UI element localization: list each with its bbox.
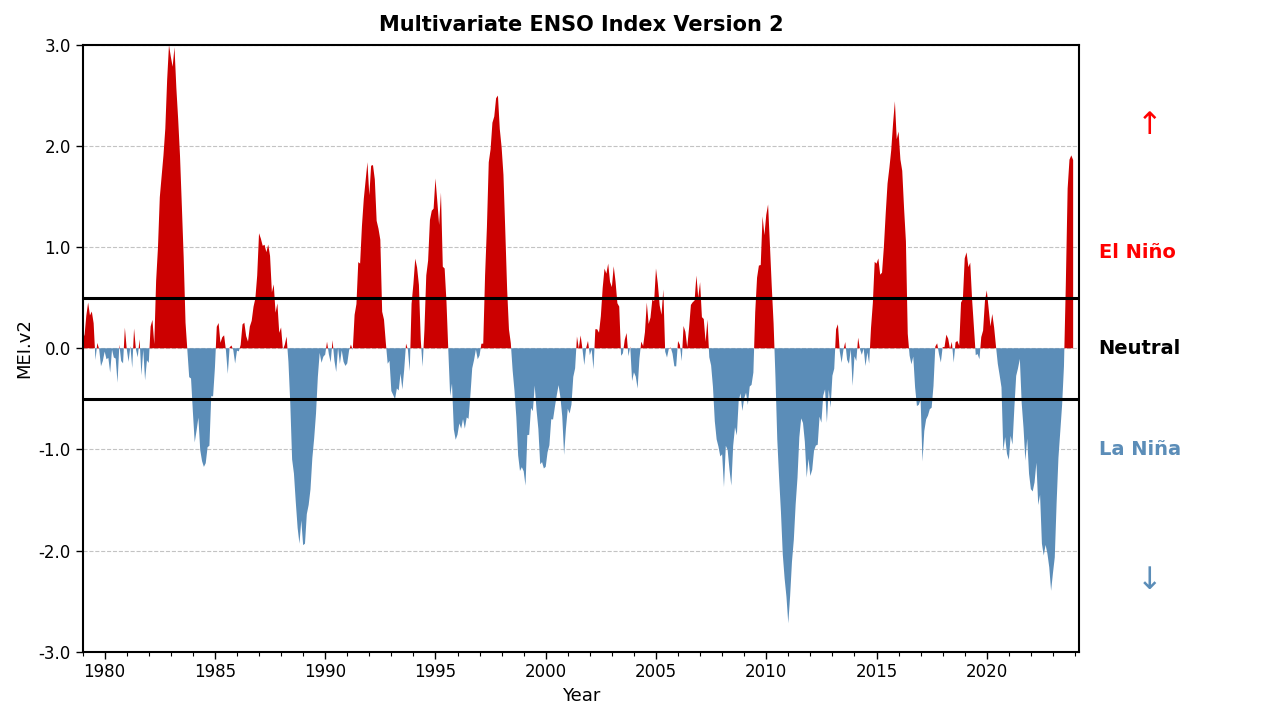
X-axis label: Year: Year: [562, 687, 600, 705]
Text: El Niño: El Niño: [1098, 243, 1175, 261]
Text: La Niña: La Niña: [1098, 440, 1180, 459]
Title: Multivariate ENSO Index Version 2: Multivariate ENSO Index Version 2: [379, 15, 783, 35]
Text: Neutral: Neutral: [1098, 339, 1181, 358]
Text: ↑: ↑: [1137, 112, 1162, 140]
Text: ↓: ↓: [1137, 567, 1162, 595]
Y-axis label: MEI.v2: MEI.v2: [15, 318, 33, 378]
